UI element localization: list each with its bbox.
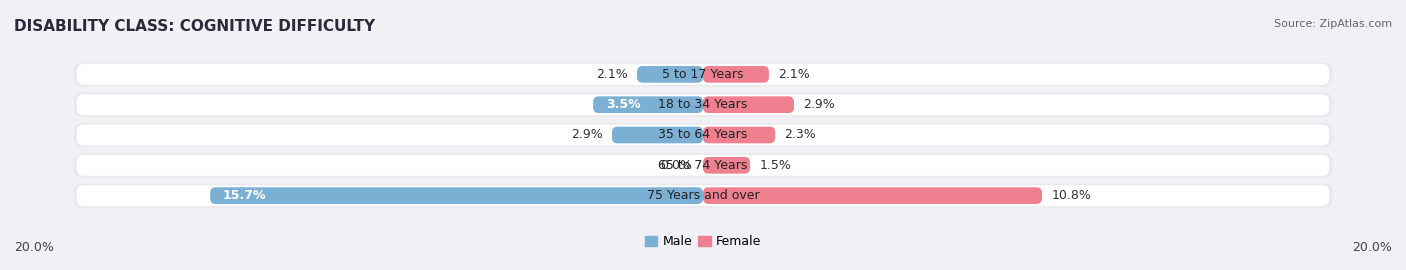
Text: DISABILITY CLASS: COGNITIVE DIFFICULTY: DISABILITY CLASS: COGNITIVE DIFFICULTY xyxy=(14,19,375,34)
Text: 1.5%: 1.5% xyxy=(759,159,792,172)
Text: 2.9%: 2.9% xyxy=(571,129,603,141)
Text: 15.7%: 15.7% xyxy=(222,189,266,202)
FancyBboxPatch shape xyxy=(612,127,703,143)
Text: 2.3%: 2.3% xyxy=(785,129,817,141)
Text: 18 to 34 Years: 18 to 34 Years xyxy=(658,98,748,111)
FancyBboxPatch shape xyxy=(77,124,1329,146)
FancyBboxPatch shape xyxy=(73,153,1333,177)
FancyBboxPatch shape xyxy=(703,157,749,174)
FancyBboxPatch shape xyxy=(73,184,1333,208)
Text: 2.9%: 2.9% xyxy=(803,98,835,111)
FancyBboxPatch shape xyxy=(703,127,775,143)
FancyBboxPatch shape xyxy=(209,187,703,204)
Text: 2.1%: 2.1% xyxy=(779,68,810,81)
Text: 20.0%: 20.0% xyxy=(14,241,53,254)
Text: 0.0%: 0.0% xyxy=(659,159,692,172)
FancyBboxPatch shape xyxy=(703,96,794,113)
Text: 65 to 74 Years: 65 to 74 Years xyxy=(658,159,748,172)
FancyBboxPatch shape xyxy=(73,123,1333,147)
Text: 10.8%: 10.8% xyxy=(1052,189,1091,202)
Text: Source: ZipAtlas.com: Source: ZipAtlas.com xyxy=(1274,19,1392,29)
Text: 2.1%: 2.1% xyxy=(596,68,627,81)
FancyBboxPatch shape xyxy=(703,66,769,83)
FancyBboxPatch shape xyxy=(73,62,1333,86)
FancyBboxPatch shape xyxy=(77,155,1329,176)
Text: 5 to 17 Years: 5 to 17 Years xyxy=(662,68,744,81)
FancyBboxPatch shape xyxy=(77,185,1329,206)
Text: 75 Years and over: 75 Years and over xyxy=(647,189,759,202)
Text: 20.0%: 20.0% xyxy=(1353,241,1392,254)
FancyBboxPatch shape xyxy=(77,94,1329,115)
FancyBboxPatch shape xyxy=(77,64,1329,85)
FancyBboxPatch shape xyxy=(593,96,703,113)
FancyBboxPatch shape xyxy=(637,66,703,83)
FancyBboxPatch shape xyxy=(73,93,1333,117)
Text: 3.5%: 3.5% xyxy=(606,98,640,111)
FancyBboxPatch shape xyxy=(703,187,1042,204)
Text: 35 to 64 Years: 35 to 64 Years xyxy=(658,129,748,141)
Legend: Male, Female: Male, Female xyxy=(640,230,766,253)
